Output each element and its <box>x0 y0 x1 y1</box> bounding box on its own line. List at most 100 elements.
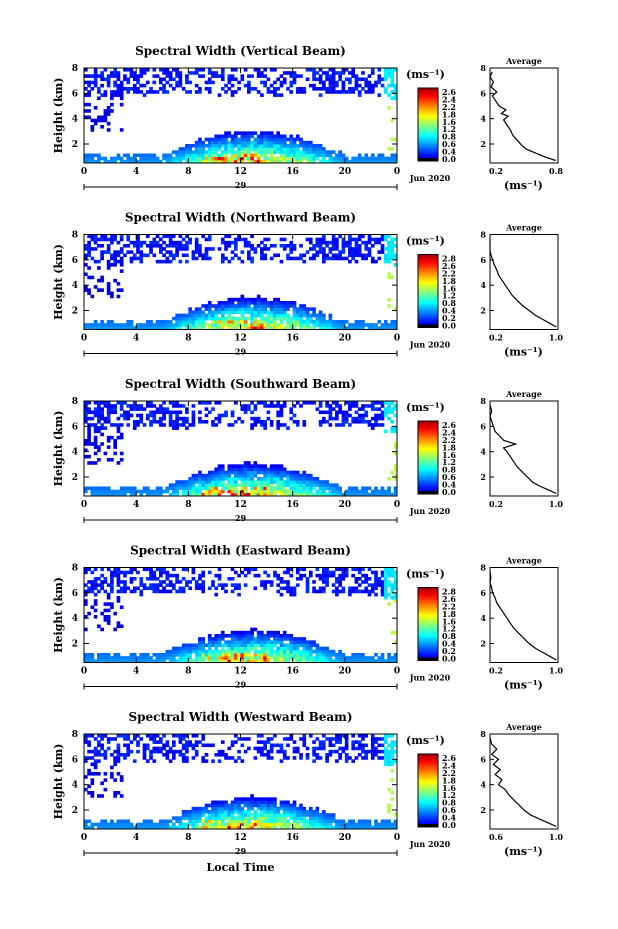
heatmap-cell <box>383 247 388 251</box>
heatmap-cell <box>276 749 281 754</box>
heatmap-cell <box>374 492 378 497</box>
profile-line <box>489 404 557 495</box>
heatmap-cell <box>282 237 287 242</box>
colorbar-step <box>418 462 438 466</box>
heatmap-cell <box>328 250 333 254</box>
heatmap-cell <box>132 71 137 75</box>
heatmap-cell <box>214 71 219 75</box>
colorbar-step <box>418 300 438 304</box>
heatmap-cell <box>168 323 173 327</box>
colorbar-step <box>418 131 438 135</box>
heatmap-cell <box>305 486 310 491</box>
heatmap-cell <box>322 813 326 817</box>
heatmap-cell <box>201 253 206 258</box>
heatmap-cell <box>279 489 284 494</box>
heatmap-cell <box>276 423 281 427</box>
heatmap-cell <box>198 316 202 321</box>
heatmap-cell <box>335 740 339 744</box>
heatmap-cell <box>110 156 114 161</box>
heatmap-cell <box>87 109 91 113</box>
heatmap-cell <box>142 68 147 72</box>
heatmap-cell <box>387 592 391 597</box>
heatmap-cell <box>331 653 336 657</box>
heatmap-cell <box>224 813 228 817</box>
heatmap-cell <box>168 656 173 660</box>
heatmap-cell <box>354 83 359 88</box>
heatmap-cell <box>165 153 170 158</box>
heatmap-cell <box>198 323 202 327</box>
heatmap-cell <box>87 749 91 754</box>
heatmap-cell <box>276 253 281 258</box>
heatmap-cell <box>383 410 388 415</box>
heatmap-cell <box>364 825 369 830</box>
heatmap-cell <box>315 806 320 811</box>
heatmap-cell <box>110 772 114 776</box>
heatmap-cell <box>247 301 251 305</box>
heatmap-cell <box>217 470 222 475</box>
heatmap-cell <box>224 247 228 251</box>
heatmap-cell <box>318 423 323 427</box>
heatmap-cell <box>243 316 248 321</box>
heatmap-cell <box>335 83 339 88</box>
heatmap-cell <box>220 237 225 242</box>
heatmap-cell <box>132 653 137 657</box>
heatmap-cell <box>237 797 241 801</box>
heatmap-cell <box>312 492 316 497</box>
heatmap-cell <box>282 630 287 635</box>
heatmap-cell <box>237 822 241 827</box>
heatmap-cell <box>93 74 98 78</box>
colorbar-tick-label: 1.6 <box>442 283 456 293</box>
heatmap-cell <box>380 401 385 405</box>
heatmap-cell <box>292 80 297 85</box>
heatmap-cell <box>207 256 212 261</box>
heatmap-cell <box>165 259 170 264</box>
heatmap-cell <box>348 240 352 245</box>
heatmap-cell <box>237 464 241 468</box>
profile-line <box>489 71 556 162</box>
heatmap-cell <box>370 90 375 94</box>
heatmap-cell <box>344 256 349 261</box>
heatmap-cell <box>181 759 186 763</box>
heatmap-cell <box>116 791 121 795</box>
heatmap-cell <box>240 140 245 145</box>
heatmap-cell <box>390 567 395 572</box>
heatmap-cell <box>172 240 176 245</box>
heatmap-cell <box>217 473 222 478</box>
heatmap-cell <box>207 659 212 663</box>
heatmap-cell <box>240 131 245 135</box>
heatmap-cell <box>263 256 267 261</box>
heatmap-cell <box>201 573 206 578</box>
heatmap-cell <box>308 734 313 738</box>
colorbar-step <box>418 312 438 316</box>
heatmap-cell <box>178 313 183 318</box>
heatmap-cell <box>207 401 212 405</box>
heatmap-cell <box>383 234 388 239</box>
heatmap-cell <box>116 253 121 258</box>
heatmap-cell <box>308 810 313 814</box>
heatmap-cell <box>273 301 277 305</box>
heatmap-cell <box>191 486 196 491</box>
heatmap-cell <box>328 159 333 164</box>
heatmap-cell <box>93 492 98 497</box>
heatmap-cell <box>132 256 137 261</box>
x-tick-label: 12 <box>234 833 247 843</box>
heatmap-cell <box>198 150 202 154</box>
heatmap-cell <box>341 87 346 91</box>
heatmap-cell <box>377 80 382 85</box>
heatmap-cell <box>116 567 121 572</box>
heatmap-cell <box>227 80 232 85</box>
heatmap-cell <box>292 649 297 654</box>
heatmap-cell <box>185 410 189 415</box>
heatmap-cell <box>233 131 238 135</box>
heatmap-cell <box>247 156 251 161</box>
heatmap-cell <box>224 816 228 820</box>
heatmap-cell <box>243 140 248 145</box>
heatmap-cell <box>279 659 284 663</box>
heatmap-cell <box>93 285 98 289</box>
heatmap-cell <box>84 413 88 418</box>
heatmap-cell <box>142 326 147 330</box>
heatmap-cell <box>198 577 202 581</box>
heatmap-cell <box>322 819 326 824</box>
heatmap-cell <box>214 307 219 311</box>
heatmap-cell <box>276 313 281 318</box>
